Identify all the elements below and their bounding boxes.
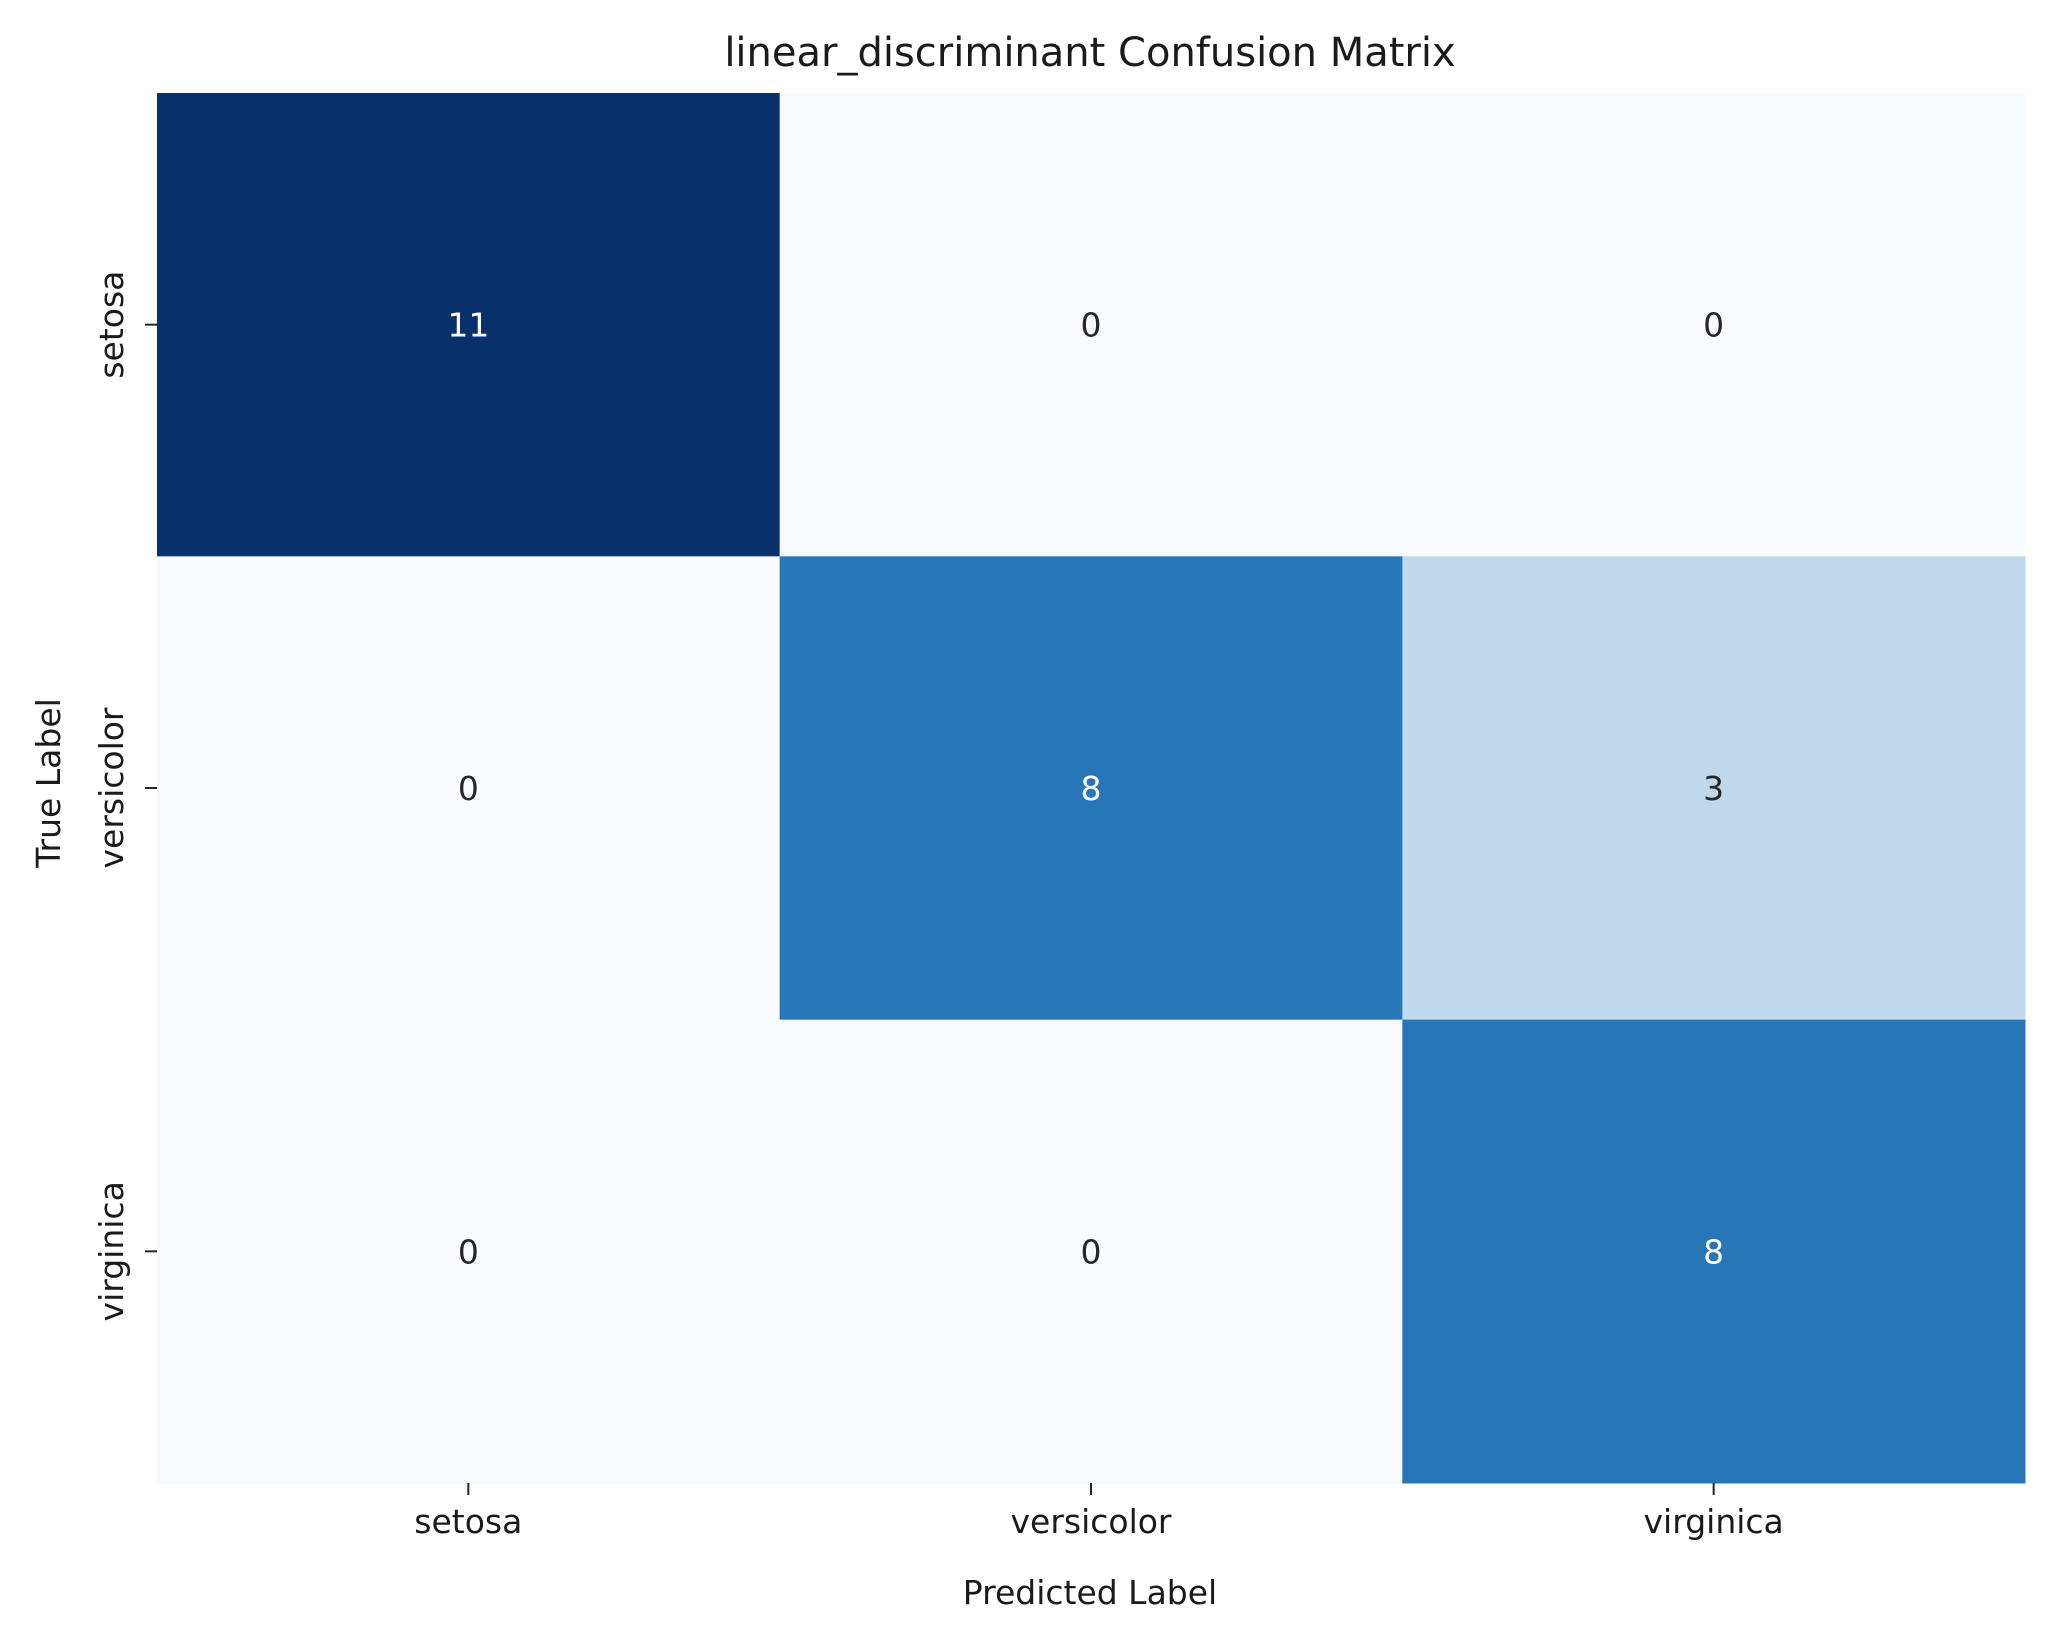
heatmap-cell-0-0 [157,93,781,557]
heatmap-cell-2-2 [1402,1019,2026,1484]
heatmap-cell-1-2 [1402,556,2026,1021]
cell-value-2-2: 8 [1703,1232,1724,1271]
y-axis-ticks: setosa versicolor virginica [92,271,157,1321]
heatmap-cell-0-2 [1402,93,2026,557]
y-tick-label-versicolor: versicolor [92,707,131,868]
cell-value-0-1: 0 [1081,306,1102,345]
y-axis-label: True Label [29,698,68,869]
x-tick-label-versicolor: versicolor [1010,1502,1171,1541]
x-tick-label-virginica: virginica [1644,1502,1784,1541]
heatmap-cell-1-1 [779,556,1403,1021]
heatmap-cell-2-0 [157,1019,781,1484]
heatmap-cell-2-1 [779,1019,1403,1484]
y-tick-label-virginica: virginica [92,1181,131,1321]
cell-value-1-2: 3 [1703,769,1724,808]
cell-value-0-0: 11 [447,306,489,345]
heatmap-cells: 11 0 0 0 8 3 0 0 8 [157,93,2026,1484]
y-tick-label-setosa: setosa [92,271,131,379]
cell-value-2-1: 0 [1081,1232,1102,1271]
cell-value-1-0: 0 [458,769,479,808]
x-axis-ticks: setosa versicolor virginica [414,1483,1784,1541]
cell-value-0-2: 0 [1703,306,1724,345]
cell-value-2-0: 0 [458,1232,479,1271]
heatmap-cell-0-1 [779,93,1403,557]
cell-value-1-1: 8 [1081,769,1102,808]
x-tick-label-setosa: setosa [414,1502,522,1541]
heatmap-cell-1-0 [157,556,781,1021]
x-axis-label: Predicted Label [963,1573,1217,1612]
chart-title: linear_discriminant Confusion Matrix [724,30,1455,76]
